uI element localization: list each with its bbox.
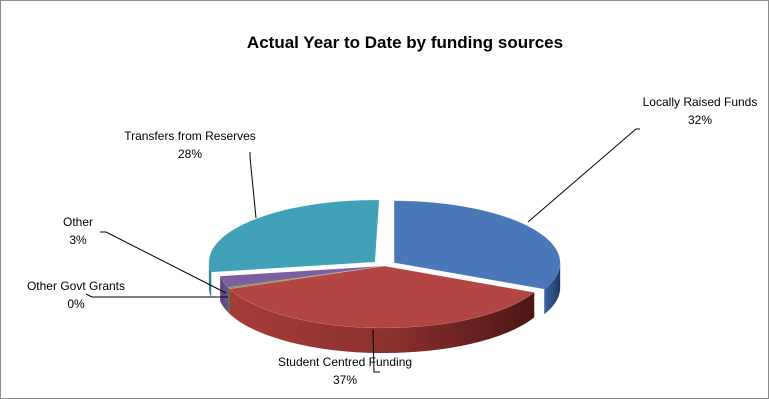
pie-group	[208, 199, 561, 354]
leader-lines	[85, 128, 640, 373]
pie-slice-other	[219, 265, 385, 288]
pie-slice-other-govt	[227, 265, 385, 290]
label-name-locally-raised: Locally Raised Funds	[643, 95, 758, 109]
leader-line-student-centred	[372, 329, 380, 373]
label-pct-student-centred: 37%	[333, 373, 357, 387]
pie-slice-locally-raised	[393, 200, 561, 290]
label-name-student-centred: Student Centred Funding	[278, 355, 412, 369]
label-name-other: Other	[63, 215, 93, 229]
chart-title: Actual Year to Date by funding sources	[247, 33, 563, 52]
leader-line-other-govt	[85, 293, 228, 298]
pie-tops	[208, 199, 561, 329]
label-pct-locally-raised: 32%	[688, 113, 712, 127]
label-pct-other-govt: 0%	[67, 297, 85, 311]
pie-slice-transfers	[208, 199, 380, 273]
pie-slice-student-centred	[229, 265, 535, 329]
label-pct-other: 3%	[69, 233, 87, 247]
label-pct-transfers: 28%	[178, 147, 202, 161]
leader-line-other	[100, 231, 227, 294]
label-name-other-govt: Other Govt Grants	[27, 279, 125, 293]
leader-line-transfers	[249, 152, 257, 219]
label-name-transfers: Transfers from Reserves	[124, 129, 256, 143]
leader-line-locally-raised	[527, 128, 640, 223]
